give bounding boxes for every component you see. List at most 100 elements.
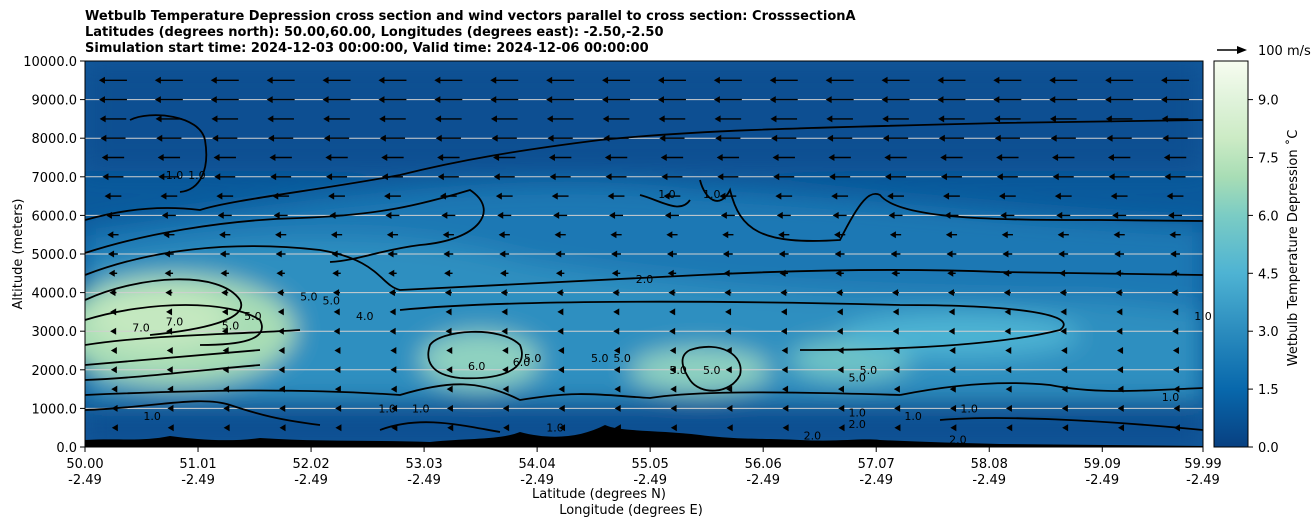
contour-label: 5.0 (524, 352, 542, 365)
wind-vector (547, 134, 573, 142)
wind-vector (379, 115, 406, 123)
field-upper-band (85, 61, 1203, 171)
wind-vector (949, 366, 956, 374)
x-tick-label-lon: -2.49 (407, 473, 441, 488)
wind-vector (160, 192, 178, 200)
wind-vector (330, 231, 343, 239)
wind-vector (1106, 134, 1132, 142)
wind-vector (881, 76, 910, 84)
wind-vector (384, 192, 401, 200)
wind-vector (1061, 385, 1068, 393)
wind-vector (1057, 231, 1069, 239)
contour-label: 1.0 (412, 402, 430, 415)
wind-vector (500, 289, 508, 297)
wind-vector (439, 192, 457, 200)
wind-vector (944, 211, 959, 219)
wind-vector (1171, 289, 1179, 297)
wind-vector (1004, 308, 1011, 316)
x-tick-label-lon: -2.49 (294, 473, 328, 488)
wind-vector (389, 327, 396, 335)
wind-vector (98, 96, 127, 104)
contour-labels: 1.0 1.01.0 1.02.07.0 7.0 5.05.05.0 5.04.06.0 6… (132, 169, 1212, 446)
wind-vector (769, 96, 798, 104)
wind-vector (780, 289, 788, 297)
wind-vector (167, 424, 174, 432)
wind-vector (381, 154, 404, 161)
x-tick-label-lat: 53.03 (405, 457, 442, 472)
wind-vector (781, 366, 788, 374)
wind-vector (775, 192, 793, 200)
wind-vector (1108, 173, 1130, 181)
wind-vector (378, 96, 407, 104)
wind-vector (157, 154, 181, 161)
wind-vector (1062, 424, 1069, 432)
wind-vector (828, 154, 851, 161)
wind-vector (994, 134, 1020, 142)
contour-label: 7.0 (166, 316, 184, 329)
colorbar-tick-label: 0.0 (1258, 441, 1279, 456)
wind-vector (713, 76, 742, 84)
x-axis-label: Latitude (degrees N) (532, 487, 666, 502)
wind-vector (558, 404, 565, 412)
contour-label: 5.0 (848, 372, 866, 385)
wind-vector (443, 250, 454, 258)
wind-vector (778, 250, 789, 258)
wind-vector (889, 231, 902, 239)
wind-vector (328, 192, 345, 200)
contour-label: 1.0 (658, 188, 676, 201)
wind-vector (669, 327, 676, 335)
y-tick-label: 9000.0 (32, 94, 78, 109)
wind-vector (1107, 154, 1131, 161)
wind-vector (1006, 424, 1013, 432)
wind-vector (391, 404, 398, 412)
wind-vector (1164, 173, 1186, 181)
wind-vector (769, 76, 798, 84)
wind-vector (1162, 134, 1188, 142)
wind-vector (1005, 366, 1012, 374)
wind-vector (602, 115, 630, 123)
contour-label: 5.0 (613, 352, 631, 365)
contour-label: 1.0 (546, 422, 564, 435)
wind-vector (614, 424, 621, 432)
wind-vector (993, 96, 1022, 104)
wind-vector (445, 327, 452, 335)
wind-vector (108, 269, 118, 277)
wind-vector (1170, 250, 1180, 258)
wind-vector (834, 250, 845, 258)
title-line-2: Latitudes (degrees north): 50.00,60.00, … (85, 25, 664, 40)
title-line-1: Wetbulb Temperature Depression cross sec… (85, 9, 856, 24)
wind-vector (387, 250, 398, 258)
contour-line (85, 278, 243, 336)
wind-vector (1052, 154, 1075, 161)
wind-vector (493, 154, 516, 161)
x-tick-label-lon: -2.49 (1186, 473, 1220, 488)
x-tick-label-lon: -2.49 (520, 473, 554, 488)
contour-label: 5.0 (322, 294, 340, 307)
wind-vector (835, 269, 844, 277)
wind-vector (837, 366, 844, 374)
wind-vector (887, 192, 904, 200)
wind-vector (780, 327, 787, 335)
wind-vector (1161, 76, 1190, 84)
wind-vector (278, 347, 285, 354)
wind-vector (557, 308, 564, 316)
contour-label: 2.0 (949, 433, 967, 446)
wind-vector (502, 366, 509, 374)
contour-label: 5.0 (703, 364, 721, 377)
wind-vector (501, 308, 508, 316)
wind-vector (1110, 192, 1128, 200)
wind-vector (893, 366, 900, 374)
wind-vector (892, 308, 899, 316)
wind-vector (670, 424, 677, 432)
wind-vector (832, 211, 847, 219)
quiver-key-label: 100 m/s (1258, 44, 1311, 59)
wind-vector (335, 404, 342, 412)
wind-vector (269, 154, 292, 161)
wind-vector (210, 96, 239, 104)
contour-line (85, 119, 1203, 221)
wind-vector (108, 250, 118, 258)
wind-vector (323, 134, 350, 142)
wind-vector (669, 347, 676, 354)
wind-vector (836, 289, 844, 297)
wind-vector (894, 404, 901, 412)
